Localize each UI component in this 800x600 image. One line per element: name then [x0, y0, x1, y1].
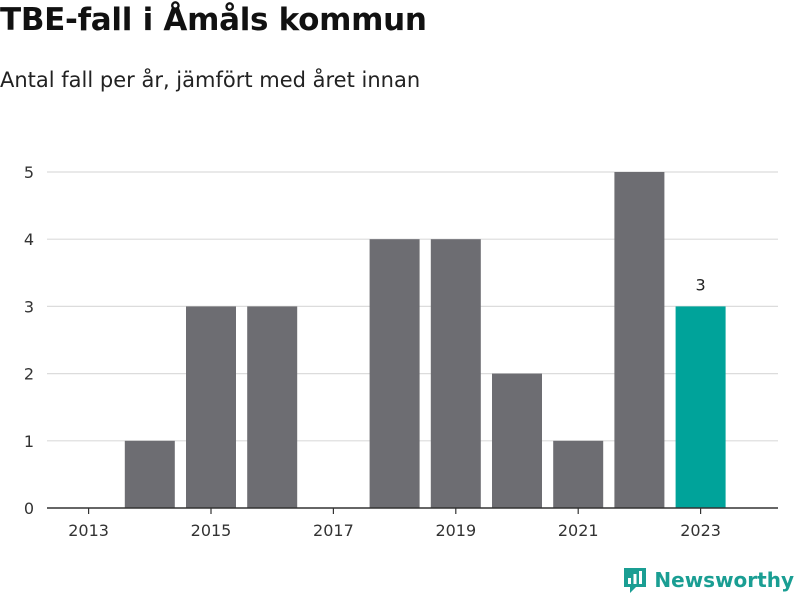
- bar-2020: [492, 373, 542, 508]
- y-tick-label: 1: [24, 432, 34, 451]
- bar-2023: [675, 306, 726, 508]
- axes: [47, 507, 778, 514]
- brand-name: Newsworthy: [654, 568, 794, 592]
- bar-2018: [369, 239, 420, 508]
- bar-2016: [247, 306, 298, 508]
- y-tick-label: 4: [24, 230, 34, 249]
- bar-2019: [430, 239, 481, 508]
- newsworthy-brand: Newsworthy: [622, 566, 794, 594]
- labels: 0 1 2 3 4 5 2013 2015 2017 2019 2021 2023 3: [24, 163, 721, 540]
- y-tick-label: 3: [24, 297, 34, 316]
- bar-2014: [124, 440, 175, 508]
- x-tick-label: 2015: [191, 521, 232, 540]
- y-tick-label: 2: [24, 365, 34, 384]
- y-tick-label: 0: [24, 499, 34, 518]
- chart-title: TBE-fall i Åmåls kommun: [0, 2, 427, 38]
- x-tick-label: 2023: [680, 521, 721, 540]
- bar-2015: [186, 306, 236, 508]
- bar-2022: [614, 172, 665, 508]
- x-tick-label: 2021: [558, 521, 599, 540]
- x-tick-label: 2019: [435, 521, 476, 540]
- bar-chart: 0 1 2 3 4 5 2013 2015 2017 2019 2021 2023 3: [24, 163, 778, 540]
- x-tick-label: 2013: [68, 521, 109, 540]
- highlight-data-label: 3: [696, 275, 706, 294]
- x-tick-label: 2017: [313, 521, 354, 540]
- chart-subtitle: Antal fall per år, jämfört med året inna…: [0, 68, 421, 92]
- bars: [124, 172, 726, 508]
- newsworthy-logo-icon: [624, 568, 647, 593]
- y-tick-label: 5: [24, 163, 34, 182]
- bar-2021: [553, 440, 604, 508]
